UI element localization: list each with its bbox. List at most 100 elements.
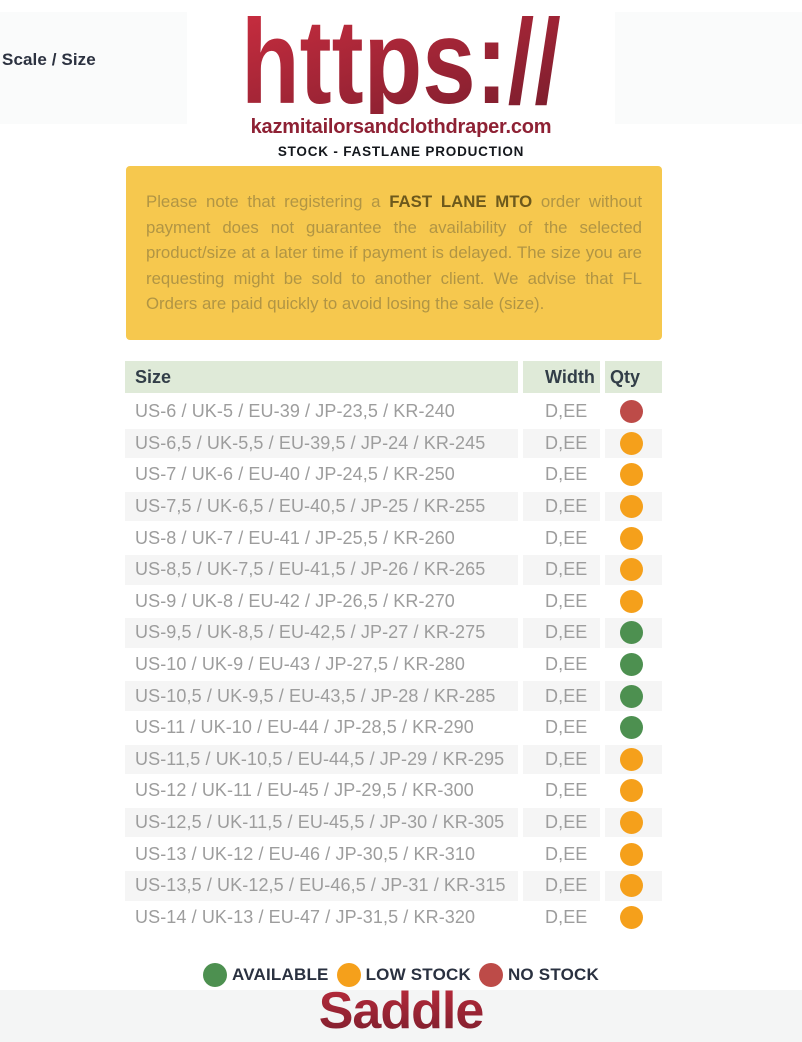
qty-cell xyxy=(605,587,662,619)
width-cell: D,EE xyxy=(523,428,600,461)
table-row[interactable]: US-6,5 / UK-5,5 / EU-39,5 / JP-24 / KR-2… xyxy=(125,428,662,461)
size-cell: US-10 / UK-9 / EU-43 / JP-27,5 / KR-280 xyxy=(125,650,518,682)
stock-legend: AVAILABLE LOW STOCK NO STOCK xyxy=(0,961,802,989)
stock-status-dot-low-stock xyxy=(620,495,643,519)
size-cell: US-11,5 / UK-10,5 / EU-44,5 / JP-29 / KR… xyxy=(125,744,518,777)
table-row[interactable]: US-7,5 / UK-6,5 / EU-40,5 / JP-25 / KR-2… xyxy=(125,491,662,524)
qty-cell xyxy=(605,744,662,777)
logo-box: https:// kazmitailorsandclothdraper.com … xyxy=(187,0,615,159)
size-label: US-10 / UK-9 / EU-43 / JP-27,5 / KR-280 xyxy=(135,654,466,675)
table-row[interactable]: US-12 / UK-11 / EU-45 / JP-29,5 / KR-300… xyxy=(125,776,662,808)
size-cell: US-13 / UK-12 / EU-46 / JP-30,5 / KR-310 xyxy=(125,839,518,871)
table-row[interactable]: US-10,5 / UK-9,5 / EU-43,5 / JP-28 / KR-… xyxy=(125,681,662,713)
legend-item: AVAILABLE xyxy=(203,963,329,987)
size-cell: US-11 / UK-10 / EU-44 / JP-28,5 / KR-290 xyxy=(125,713,518,745)
stock-status-dot-available xyxy=(620,716,643,740)
stock-status-dot-low-stock xyxy=(620,526,643,550)
size-cell: US-9 / UK-8 / EU-42 / JP-26,5 / KR-270 xyxy=(125,587,518,619)
size-label: US-7 / UK-6 / EU-40 / JP-24,5 / KR-250 xyxy=(135,464,455,485)
legend-item: LOW STOCK xyxy=(336,963,471,987)
table-row[interactable]: US-13 / UK-12 / EU-46 / JP-30,5 / KR-310… xyxy=(125,839,662,871)
width-cell: D,EE xyxy=(523,460,600,492)
table-row[interactable]: US-6 / UK-5 / EU-39 / JP-23,5 / KR-240 D… xyxy=(125,397,662,429)
width-cell: D,EE xyxy=(523,839,600,871)
size-cell: US-12 / UK-11 / EU-45 / JP-29,5 / KR-300 xyxy=(125,776,518,808)
size-cell: US-8 / UK-7 / EU-41 / JP-25,5 / KR-260 xyxy=(125,523,518,555)
size-cell: US-7 / UK-6 / EU-40 / JP-24,5 / KR-250 xyxy=(125,460,518,492)
logo: https:// kazmitailorsandclothdraper.com … xyxy=(0,0,802,161)
stock-status-dot-low-stock xyxy=(620,558,643,582)
legend-dot-no-stock xyxy=(478,963,503,987)
size-label: US-13,5 / UK-12,5 / EU-46,5 / JP-31 / KR… xyxy=(135,875,506,896)
table-row[interactable]: US-13,5 / UK-12,5 / EU-46,5 / JP-31 / KR… xyxy=(125,870,662,903)
size-label: US-8 / UK-7 / EU-41 / JP-25,5 / KR-260 xyxy=(135,527,455,548)
size-label: US-11 / UK-10 / EU-44 / JP-28,5 / KR-290 xyxy=(135,717,474,738)
stock-status-dot-low-stock xyxy=(620,874,643,898)
width-cell: D,EE xyxy=(523,807,600,840)
header-width: Width xyxy=(523,361,600,393)
size-cell: US-14 / UK-13 / EU-47 / JP-31,5 / KR-320 xyxy=(125,903,518,935)
width-cell: D,EE xyxy=(523,870,600,903)
width-label: D,EE xyxy=(545,527,588,548)
fastlane-notice: Please note that registering a FAST LANE… xyxy=(126,166,662,340)
stock-status-dot-low-stock xyxy=(620,811,643,835)
notice-text-before: Please note that registering a xyxy=(146,192,390,211)
qty-cell xyxy=(605,460,662,492)
qty-cell xyxy=(605,397,662,429)
table-row[interactable]: US-11,5 / UK-10,5 / EU-44,5 / JP-29 / KR… xyxy=(125,744,662,777)
width-label: D,EE xyxy=(545,590,588,611)
logo-domain: kazmitailorsandclothdraper.com xyxy=(250,116,552,138)
width-label: D,EE xyxy=(545,496,588,517)
legend-dot-available xyxy=(203,963,228,987)
qty-cell xyxy=(605,618,662,650)
legend-label: NO STOCK xyxy=(507,965,599,984)
stock-status-dot-no-stock xyxy=(620,400,643,424)
legend-dot-low-stock xyxy=(336,963,361,987)
logo-subtitle: STOCK - FASTLANE PRODUCTION xyxy=(277,144,525,159)
width-cell: D,EE xyxy=(523,397,600,429)
width-cell: D,EE xyxy=(523,713,600,745)
table-row[interactable]: US-7 / UK-6 / EU-40 / JP-24,5 / KR-250 D… xyxy=(125,460,662,492)
width-label: D,EE xyxy=(545,717,588,738)
qty-cell xyxy=(605,807,662,840)
size-label: US-6 / UK-5 / EU-39 / JP-23,5 / KR-240 xyxy=(135,401,455,422)
notice-text-after: order without payment does not guarantee… xyxy=(146,192,642,313)
size-label: US-9,5 / UK-8,5 / EU-42,5 / JP-27 / KR-2… xyxy=(135,622,486,643)
width-label: D,EE xyxy=(545,875,588,896)
table-row[interactable]: US-12,5 / UK-11,5 / EU-45,5 / JP-30 / KR… xyxy=(125,807,662,840)
size-label: US-9 / UK-8 / EU-42 / JP-26,5 / KR-270 xyxy=(135,590,455,611)
table-row[interactable]: US-9 / UK-8 / EU-42 / JP-26,5 / KR-270 D… xyxy=(125,587,662,619)
qty-cell xyxy=(605,428,662,461)
page-title: Scale / Size xyxy=(2,50,96,69)
stock-status-dot-low-stock xyxy=(620,589,643,613)
notice-bold-text: FAST LANE MTO xyxy=(389,192,533,211)
table-row[interactable]: US-14 / UK-13 / EU-47 / JP-31,5 / KR-320… xyxy=(125,903,662,935)
table-row[interactable]: US-9,5 / UK-8,5 / EU-42,5 / JP-27 / KR-2… xyxy=(125,618,662,650)
qty-cell xyxy=(605,491,662,524)
legend-label: AVAILABLE xyxy=(232,965,329,984)
width-label: D,EE xyxy=(545,654,588,675)
table-row[interactable]: US-11 / UK-10 / EU-44 / JP-28,5 / KR-290… xyxy=(125,713,662,745)
width-cell: D,EE xyxy=(523,650,600,682)
table-row[interactable]: US-10 / UK-9 / EU-43 / JP-27,5 / KR-280 … xyxy=(125,650,662,682)
size-stock-table: Size Width Qty US-6 / UK-5 / EU-39 / JP-… xyxy=(125,361,662,935)
legend-item: NO STOCK xyxy=(478,963,599,987)
width-cell: D,EE xyxy=(523,776,600,808)
qty-cell xyxy=(605,650,662,682)
size-label: US-8,5 / UK-7,5 / EU-41,5 / JP-26 / KR-2… xyxy=(135,559,486,580)
width-label: D,EE xyxy=(545,906,588,927)
table-row[interactable]: US-8,5 / UK-7,5 / EU-41,5 / JP-26 / KR-2… xyxy=(125,554,662,587)
width-label: D,EE xyxy=(545,748,588,769)
width-label: D,EE xyxy=(545,432,588,453)
size-cell: US-12,5 / UK-11,5 / EU-45,5 / JP-30 / KR… xyxy=(125,807,518,840)
width-cell: D,EE xyxy=(523,587,600,619)
qty-cell xyxy=(605,870,662,903)
size-label: US-7,5 / UK-6,5 / EU-40,5 / JP-25 / KR-2… xyxy=(135,496,486,517)
stock-status-dot-low-stock xyxy=(620,463,643,487)
qty-cell xyxy=(605,839,662,871)
size-label: US-14 / UK-13 / EU-47 / JP-31,5 / KR-320 xyxy=(135,906,476,927)
stock-status-dot-available xyxy=(620,653,643,677)
https-logo-text: https:// xyxy=(241,0,561,129)
table-row[interactable]: US-8 / UK-7 / EU-41 / JP-25,5 / KR-260 D… xyxy=(125,523,662,555)
qty-cell xyxy=(605,554,662,587)
